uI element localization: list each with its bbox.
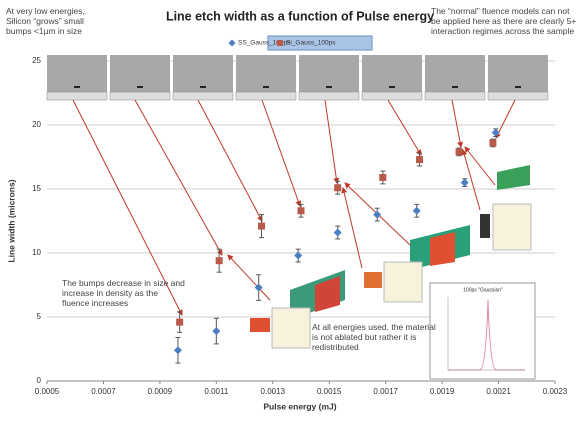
sem-scale-bar	[172, 91, 234, 101]
annotation: At all energies used, the material is no…	[312, 322, 436, 352]
point	[379, 173, 387, 181]
legend-marker	[277, 40, 283, 46]
arrows	[72, 99, 516, 316]
legend-highlight	[267, 35, 373, 51]
point	[491, 128, 500, 137]
point	[460, 178, 469, 187]
legend-label: SS_Gauss_100ps	[238, 40, 291, 47]
sem-mark	[200, 86, 206, 88]
x-tick-label: 0.0023	[543, 387, 568, 396]
sem-mark	[452, 86, 458, 88]
sem-mark	[326, 86, 332, 88]
sem-mark	[137, 86, 143, 88]
sem-mark	[389, 86, 395, 88]
point	[373, 210, 382, 219]
y-tick-label: 25	[32, 56, 41, 65]
sem-images	[46, 55, 549, 101]
point	[173, 346, 182, 355]
x-tick-label: 0.0015	[317, 387, 342, 396]
point	[455, 148, 463, 156]
x-tick-label: 0.0005	[35, 387, 60, 396]
x-tick-label: 0.0007	[91, 387, 116, 396]
annotation: The “normal” fluence models can not be a…	[431, 6, 577, 36]
y-tick-label: 10	[32, 248, 41, 257]
sem-scale-bar	[361, 91, 423, 101]
sem-scale-bar	[109, 91, 171, 101]
sem-scale-bar	[298, 91, 360, 101]
point	[416, 156, 424, 164]
sem-scale-bar	[46, 91, 108, 101]
point	[489, 139, 497, 147]
sem-scale-bar	[235, 91, 297, 101]
y-tick-label: 20	[32, 120, 41, 129]
point	[254, 283, 263, 292]
x-axis-label: Pulse energy (mJ)	[263, 401, 336, 411]
sem-mark	[515, 86, 521, 88]
x-tick-label: 0.0013	[261, 387, 286, 396]
legend-label: Si_Gauss_100ps	[286, 40, 336, 47]
legend-marker	[228, 39, 236, 47]
sem-scale-bar	[424, 91, 486, 101]
x-tick-label: 0.0021	[486, 387, 511, 396]
y-axis-label: Line width (microns)	[6, 179, 16, 262]
point	[212, 327, 221, 336]
point	[257, 222, 265, 230]
point	[215, 257, 223, 265]
annotation: At very low energies, Silicon “grows” sm…	[6, 6, 85, 36]
surface-renders	[250, 165, 532, 349]
point	[294, 251, 303, 260]
annotation: The bumps decrease in size and increase …	[62, 278, 185, 308]
point	[334, 184, 342, 192]
point	[297, 207, 305, 215]
chart-title: Line etch width as a function of Pulse e…	[166, 9, 434, 23]
point	[176, 318, 184, 326]
inset-title: 100ps "Gaussian"	[463, 287, 503, 293]
sem-mark	[74, 86, 80, 88]
sem-mark	[263, 86, 269, 88]
y-tick-label: 15	[32, 184, 41, 193]
x-tick-label: 0.0019	[430, 387, 455, 396]
y-tick-label: 0	[37, 376, 42, 385]
point	[333, 228, 342, 237]
x-tick-label: 0.0017	[373, 387, 398, 396]
sem-scale-bar	[487, 91, 549, 101]
inset-chart: 100ps "Gaussian"	[429, 282, 536, 380]
x-tick-label: 0.0011	[204, 387, 228, 396]
x-tick-label: 0.0009	[148, 387, 173, 396]
point	[412, 206, 421, 215]
y-tick-label: 5	[37, 312, 42, 321]
